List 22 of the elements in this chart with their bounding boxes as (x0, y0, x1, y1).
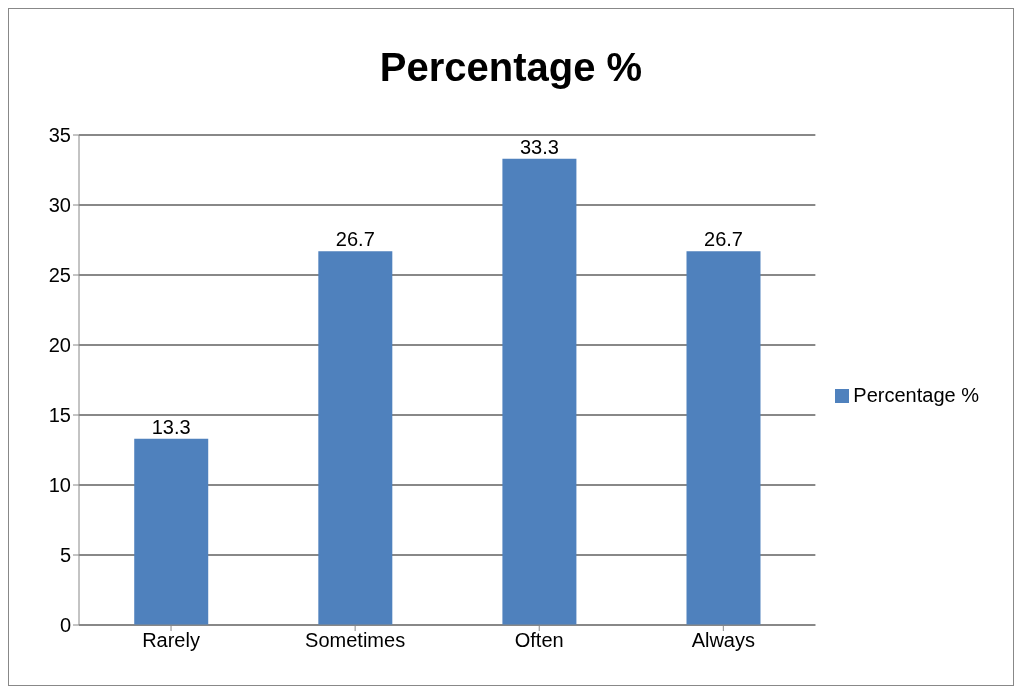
bar (502, 158, 577, 625)
bar (686, 251, 761, 625)
y-tick-label: 10 (48, 474, 71, 497)
y-tick-label: 35 (48, 124, 71, 147)
x-tick-label: Always (691, 629, 755, 652)
bar (134, 438, 209, 625)
x-tick-label: Rarely (142, 629, 200, 652)
y-tick-label: 0 (59, 614, 71, 637)
y-tick-label: 25 (48, 264, 71, 287)
x-tick-label: Often (514, 629, 564, 652)
chart-title: Percentage % (378, 44, 644, 91)
y-tick-label: 30 (48, 194, 71, 217)
data-label: 13.3 (151, 415, 191, 438)
data-label: 33.3 (519, 135, 559, 158)
data-label: 26.7 (335, 228, 375, 251)
y-tick-label: 5 (59, 544, 71, 567)
legend-label: Percentage % (853, 383, 979, 406)
x-tick-label: Sometimes (305, 629, 406, 652)
y-tick-label: 15 (48, 404, 71, 427)
y-tick-label: 20 (48, 334, 71, 357)
bar (318, 251, 393, 625)
data-label: 26.7 (704, 228, 743, 251)
